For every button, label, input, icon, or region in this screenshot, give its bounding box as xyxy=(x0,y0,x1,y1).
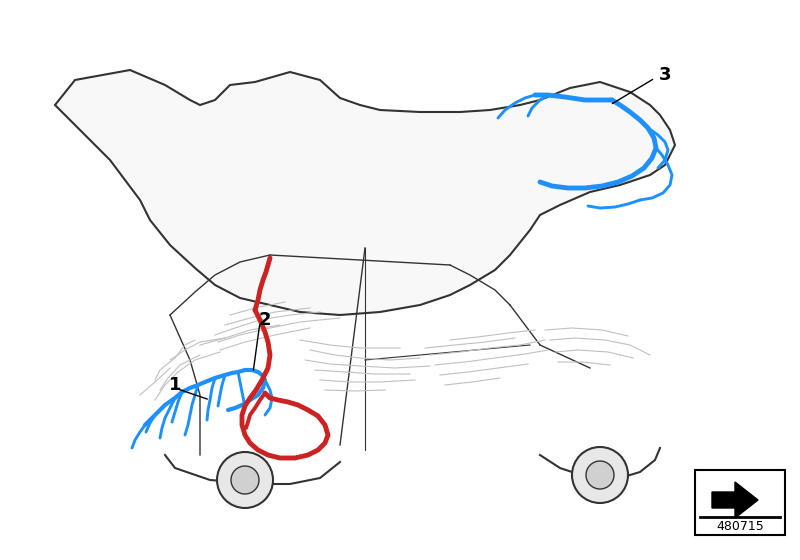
Circle shape xyxy=(231,466,259,494)
Polygon shape xyxy=(55,70,675,315)
Text: 3: 3 xyxy=(658,66,671,84)
Text: 1: 1 xyxy=(169,376,182,394)
Text: 480715: 480715 xyxy=(716,520,764,534)
Circle shape xyxy=(217,452,273,508)
Text: 2: 2 xyxy=(258,311,271,329)
Circle shape xyxy=(586,461,614,489)
Circle shape xyxy=(572,447,628,503)
Polygon shape xyxy=(712,482,758,518)
Bar xyxy=(695,470,785,535)
